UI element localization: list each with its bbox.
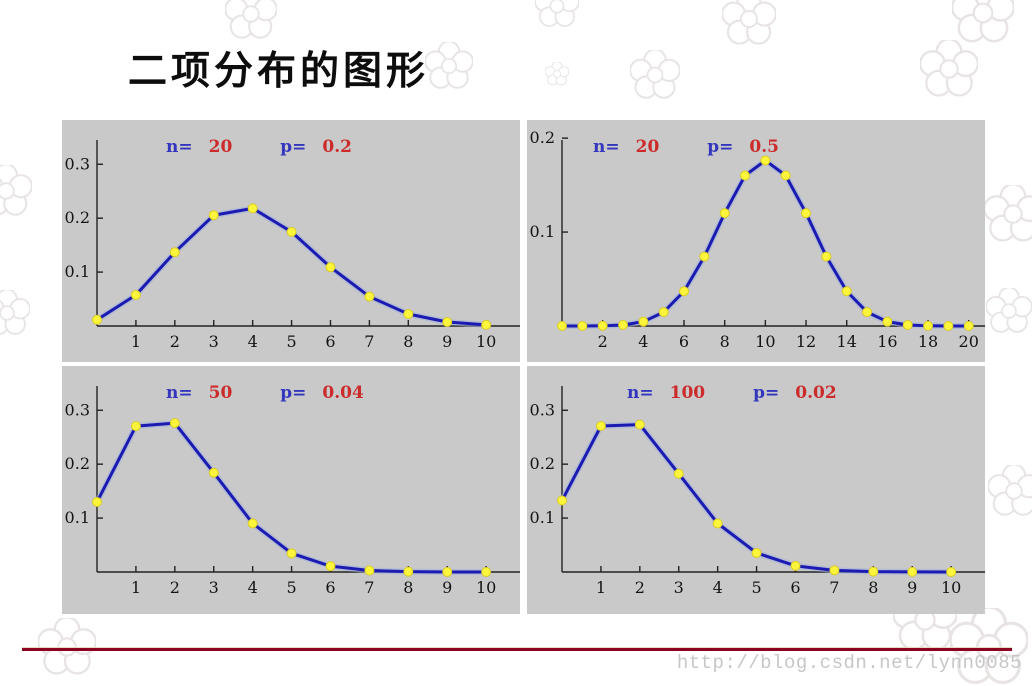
svg-text:5: 5 [751,578,761,597]
chart-panel-n50-p004: 0.1 0.2 0.3 1 2 3 4 5 6 7 8 9 10 n= 50 p= 0.04 [62,366,520,614]
svg-text:7: 7 [364,332,374,351]
svg-text:5: 5 [286,578,296,597]
svg-text:4: 4 [638,332,648,351]
n-label: n= [166,137,193,157]
svg-text:8: 8 [403,578,413,597]
svg-text:0.1: 0.1 [530,222,555,241]
page-title: 二项分布的图形 [128,48,430,94]
svg-text:0.2: 0.2 [65,454,90,473]
binomial-chart-n20-p05: 0.1 0.2 2 4 6 8 10 12 14 16 18 20 [530,128,985,351]
svg-text:6: 6 [790,578,800,597]
svg-text:3: 3 [674,578,684,597]
svg-text:0.1: 0.1 [65,508,90,527]
svg-text:20: 20 [959,332,979,351]
flower-icon [952,0,1014,44]
flower-icon [630,50,680,100]
watermark-url: http://blog.csdn.net/lynn0085 [676,652,1022,674]
svg-text:0.2: 0.2 [530,128,555,147]
svg-text:1: 1 [131,332,141,351]
svg-text:14: 14 [837,332,857,351]
svg-text:12: 12 [796,332,816,351]
flower-icon [920,40,978,98]
param-row: n= 20 p= 0.2 [166,137,352,157]
p-label: p= [280,383,307,403]
svg-text:9: 9 [442,332,452,351]
svg-text:3: 3 [209,332,219,351]
svg-text:4: 4 [248,332,258,351]
p-label: p= [753,383,780,403]
svg-text:10: 10 [941,578,961,597]
chart-panel-n100-p002: 0.1 0.2 0.3 1 2 3 4 5 6 7 8 9 10 n= 100 p= 0.02 [527,366,985,614]
svg-text:0.2: 0.2 [530,454,555,473]
svg-text:0.3: 0.3 [530,400,555,419]
svg-text:2: 2 [598,332,608,351]
param-row: n= 20 p= 0.5 [593,137,779,157]
n-value: 20 [208,137,233,157]
svg-text:7: 7 [829,578,839,597]
svg-text:0.1: 0.1 [65,262,90,281]
flower-icon [0,290,30,336]
flower-icon [425,42,473,90]
param-row: n= 50 p= 0.04 [166,383,364,403]
flower-icon [984,185,1032,243]
svg-text:0.1: 0.1 [530,508,555,527]
svg-text:18: 18 [918,332,938,351]
svg-text:10: 10 [476,332,496,351]
svg-text:8: 8 [720,332,730,351]
svg-text:6: 6 [325,578,335,597]
n-value: 100 [669,383,706,403]
svg-text:8: 8 [403,332,413,351]
svg-text:0.2: 0.2 [65,208,90,227]
flower-icon [545,62,569,86]
p-value: 0.5 [749,137,779,157]
svg-text:7: 7 [364,578,374,597]
flower-icon [225,0,277,40]
n-label: n= [166,383,193,403]
flower-icon [988,465,1032,517]
svg-text:4: 4 [713,578,723,597]
svg-text:1: 1 [596,578,606,597]
chart-panel-n20-p02: 0.1 0.2 0.3 1 2 3 4 5 6 7 8 9 10 n= 20 p= 0.2 [62,120,520,362]
flower-icon [535,0,579,28]
svg-text:9: 9 [442,578,452,597]
svg-text:10: 10 [755,332,775,351]
param-row: n= 100 p= 0.02 [627,383,837,403]
svg-text:3: 3 [209,578,219,597]
svg-text:9: 9 [907,578,917,597]
flower-icon [722,0,776,46]
p-value: 0.02 [795,383,837,403]
flower-icon [0,165,32,217]
flower-icon [986,288,1032,334]
svg-text:2: 2 [170,578,180,597]
binomial-chart-n50-p004: 0.1 0.2 0.3 1 2 3 4 5 6 7 8 9 10 [65,386,520,597]
p-value: 0.04 [322,383,364,403]
svg-text:2: 2 [170,332,180,351]
svg-text:8: 8 [868,578,878,597]
svg-text:6: 6 [325,332,335,351]
svg-text:2: 2 [635,578,645,597]
binomial-chart-n100-p002: 0.1 0.2 0.3 1 2 3 4 5 6 7 8 9 10 [530,386,985,597]
binomial-chart-n20-p02: 0.1 0.2 0.3 1 2 3 4 5 6 7 8 9 10 [65,140,520,351]
svg-text:1: 1 [131,578,141,597]
svg-text:0.3: 0.3 [65,400,90,419]
n-label: n= [627,383,654,403]
svg-text:5: 5 [286,332,296,351]
p-value: 0.2 [322,137,352,157]
chart-panel-n20-p05: 0.1 0.2 2 4 6 8 10 12 14 16 18 20 n= 20 p= 0.5 [527,120,985,362]
n-value: 20 [635,137,660,157]
svg-text:4: 4 [248,578,258,597]
svg-text:16: 16 [877,332,897,351]
p-label: p= [280,137,307,157]
n-value: 50 [208,383,233,403]
svg-text:6: 6 [679,332,689,351]
svg-text:10: 10 [476,578,496,597]
red-divider-line [22,647,1012,651]
p-label: p= [707,137,734,157]
svg-text:0.3: 0.3 [65,154,90,173]
n-label: n= [593,137,620,157]
